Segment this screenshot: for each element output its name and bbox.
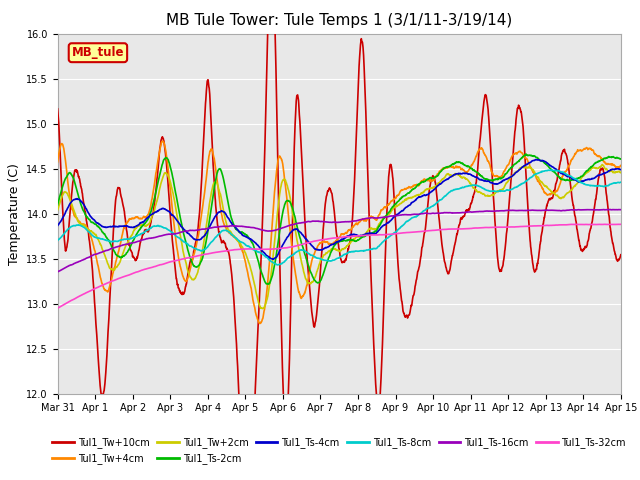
Legend: Tul1_Tw+10cm, Tul1_Tw+4cm, Tul1_Tw+2cm, Tul1_Ts-2cm, Tul1_Ts-4cm, Tul1_Ts-8cm, T: Tul1_Tw+10cm, Tul1_Tw+4cm, Tul1_Tw+2cm, … — [49, 433, 630, 468]
Y-axis label: Temperature (C): Temperature (C) — [8, 163, 20, 264]
Text: MB_tule: MB_tule — [72, 46, 124, 59]
Title: MB Tule Tower: Tule Temps 1 (3/1/11-3/19/14): MB Tule Tower: Tule Temps 1 (3/1/11-3/19… — [166, 13, 513, 28]
